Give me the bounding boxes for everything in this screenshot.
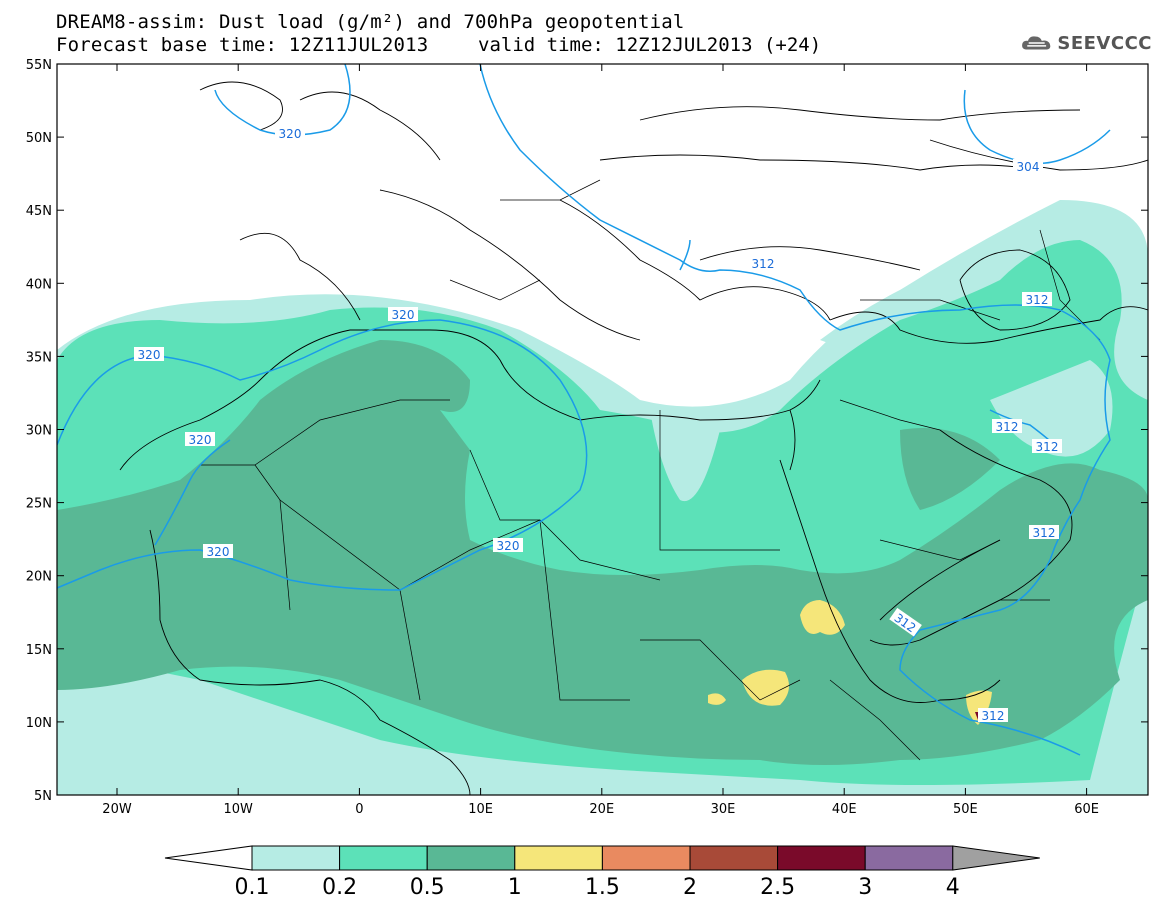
lat-label: 5N [34, 789, 52, 804]
svg-text:320: 320 [207, 545, 230, 559]
colorbar: 0.1 0.2 0.5 1 1.5 2 2.5 3 4 [164, 845, 1040, 900]
svg-text:320: 320 [189, 433, 212, 447]
contour-label: 320 [388, 307, 418, 322]
contour-label: 320 [275, 126, 305, 141]
colorbar-label: 2.5 [760, 875, 795, 900]
contour-label: 320 [185, 432, 215, 447]
colorbar-swatch [251, 845, 341, 871]
colorbar-label: 0.5 [410, 875, 445, 900]
cloud-logo-icon [1022, 36, 1051, 50]
contour-label: 320 [203, 544, 233, 559]
lat-label: 45N [26, 204, 52, 219]
lon-label: 0 [355, 802, 363, 817]
lat-label: 25N [26, 497, 52, 512]
dust-level-1-patch-d [966, 690, 992, 725]
svg-text:312: 312 [1033, 526, 1056, 540]
svg-text:312: 312 [982, 709, 1005, 723]
dust-level-0-5 [57, 340, 1148, 765]
colorbar-lower-arrow [164, 845, 253, 871]
colorbar-swatch [689, 845, 779, 871]
contour-label: 312 [1029, 525, 1059, 540]
lat-label: 15N [26, 643, 52, 658]
svg-text:320: 320 [138, 348, 161, 362]
lon-label: 20W [102, 802, 132, 817]
map-area [57, 64, 1148, 795]
logo-text: SEEVCCC [1057, 32, 1152, 54]
contour-label: 320 [134, 347, 164, 362]
valid-time: valid time: 12Z12JUL2013 (+24) [478, 34, 822, 56]
contour-label: 312 [978, 708, 1008, 723]
svg-text:320: 320 [392, 308, 415, 322]
colorbar-label: 3 [858, 875, 872, 900]
dust-level-0-1-patch [650, 407, 720, 502]
svg-text:312: 312 [996, 420, 1019, 434]
colorbar-swatch [339, 845, 428, 871]
lat-label: 50N [26, 131, 52, 146]
lon-label: 50E [953, 802, 978, 817]
dust-level-1-patch-c [708, 693, 726, 705]
lat-label: 55N [26, 58, 52, 73]
dust-level-1-patch-b [742, 669, 789, 706]
dust-level-1-patch-a [800, 600, 845, 635]
svg-text:312: 312 [1026, 293, 1049, 307]
colorbar-swatch [601, 845, 691, 871]
seevccc-logo: SEEVCCC [1020, 26, 1152, 60]
contour-label: 304 [1013, 159, 1043, 174]
colorbar-swatch [426, 845, 516, 871]
svg-text:320: 320 [279, 127, 302, 141]
colorbar-swatch [514, 845, 603, 871]
forecast-base-time: Forecast base time: 12Z11JUL2013 [56, 34, 429, 56]
lon-label: 10W [223, 802, 253, 817]
colorbar-label: 4 [946, 875, 960, 900]
colorbar-label: 0.2 [322, 875, 357, 900]
dust-level-0-1-south [57, 700, 560, 795]
map-title: DREAM8-assim: Dust load (g/m²) and 700hP… [56, 11, 685, 33]
colorbar-label: 2 [683, 875, 697, 900]
svg-text:320: 320 [497, 539, 520, 553]
colorbar-swatch [777, 845, 866, 871]
colorbar-label: 1.5 [585, 875, 620, 900]
svg-text:304: 304 [1017, 160, 1040, 174]
contour-label: 312 [1022, 292, 1052, 307]
colorbar-label: 0.1 [235, 875, 270, 900]
colorbar-swatch [864, 845, 954, 871]
lon-label: 40E [832, 802, 857, 817]
lat-label: 30N [26, 424, 52, 439]
lon-label: 60E [1074, 802, 1099, 817]
lon-label: 30E [711, 802, 736, 817]
lon-label: 10E [468, 802, 493, 817]
contour-label: 312 [992, 419, 1022, 434]
lat-axis-labels: 55N 50N 45N 40N 35N 30N 25N 20N 15N 10N 5N [26, 58, 52, 804]
dust-level-0-5-gulf [900, 428, 1000, 510]
svg-text:312: 312 [1036, 440, 1059, 454]
lon-label: 20E [589, 802, 614, 817]
colorbar-label: 1 [508, 875, 522, 900]
lat-label: 35N [26, 350, 52, 365]
coastlines [119, 81, 1148, 795]
contour-label: 320 [493, 538, 523, 553]
axis-ticks [57, 63, 1148, 796]
contour-label: 312 [1032, 439, 1062, 454]
lat-label: 10N [26, 716, 52, 731]
lon-axis-labels: 20W 10W 0 10E 20E 30E 40E 50E 60E [102, 802, 1099, 817]
colorbar-upper-arrow [952, 845, 1040, 871]
lat-label: 20N [26, 570, 52, 585]
svg-text:312: 312 [752, 257, 775, 271]
lat-label: 40N [26, 277, 52, 292]
borders [200, 179, 1101, 761]
contour-label: 312 [748, 256, 778, 271]
